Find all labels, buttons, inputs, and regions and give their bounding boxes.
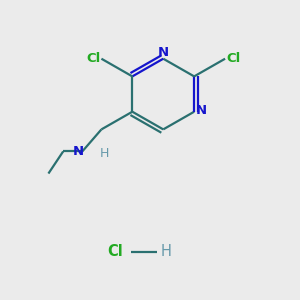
Text: Cl: Cl	[86, 52, 100, 64]
Text: H: H	[100, 147, 109, 160]
Text: Cl: Cl	[226, 52, 241, 64]
Text: N: N	[196, 104, 207, 117]
Text: N: N	[73, 145, 84, 158]
Text: N: N	[158, 46, 169, 59]
Text: H: H	[161, 244, 172, 259]
Text: Cl: Cl	[107, 244, 122, 259]
